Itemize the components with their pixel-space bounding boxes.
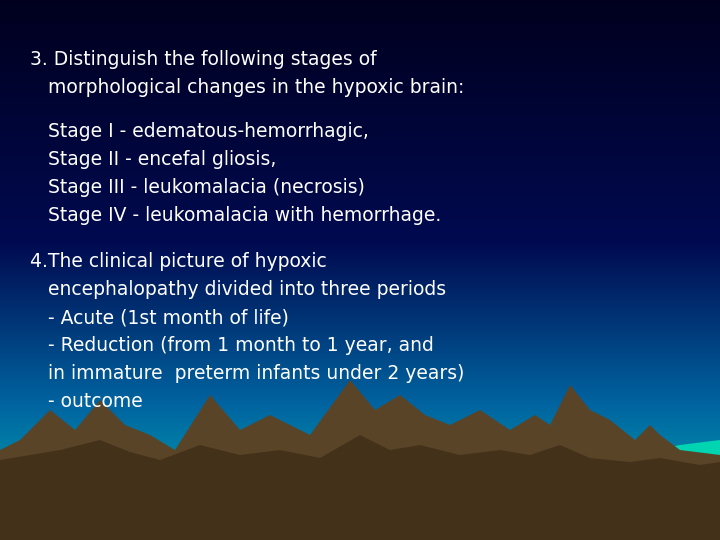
Text: encephalopathy divided into three periods: encephalopathy divided into three period… bbox=[30, 280, 446, 299]
Text: - Acute (1st month of life): - Acute (1st month of life) bbox=[30, 308, 289, 327]
Text: Stage II - encefal gliosis,: Stage II - encefal gliosis, bbox=[30, 150, 276, 169]
Polygon shape bbox=[0, 435, 720, 540]
Text: morphological changes in the hypoxic brain:: morphological changes in the hypoxic bra… bbox=[30, 78, 464, 97]
Text: Stage III - leukomalacia (necrosis): Stage III - leukomalacia (necrosis) bbox=[30, 178, 365, 197]
Polygon shape bbox=[0, 380, 720, 540]
Text: 4.The clinical picture of hypoxic: 4.The clinical picture of hypoxic bbox=[30, 252, 327, 271]
Polygon shape bbox=[580, 440, 720, 540]
Text: - Reduction (from 1 month to 1 year, and: - Reduction (from 1 month to 1 year, and bbox=[30, 336, 434, 355]
Text: - outcome: - outcome bbox=[30, 392, 143, 411]
Text: Stage IV - leukomalacia with hemorrhage.: Stage IV - leukomalacia with hemorrhage. bbox=[30, 206, 441, 225]
Text: in immature  preterm infants under 2 years): in immature preterm infants under 2 year… bbox=[30, 364, 464, 383]
Text: 3. Distinguish the following stages of: 3. Distinguish the following stages of bbox=[30, 50, 377, 69]
Text: Stage I - edematous-hemorrhagic,: Stage I - edematous-hemorrhagic, bbox=[30, 122, 369, 141]
